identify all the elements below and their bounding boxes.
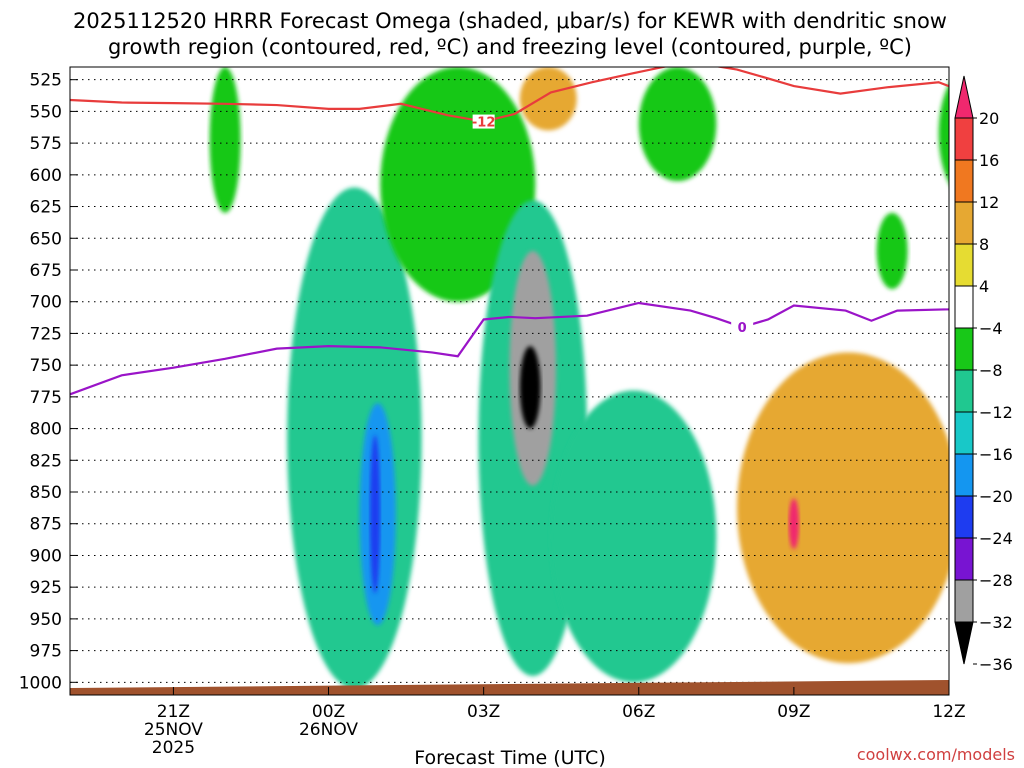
ground-surface: [70, 680, 949, 695]
colorbar-top-arrow: [954, 75, 974, 119]
y-tick-label-650: 650: [30, 229, 62, 249]
x-axis-title: Forecast Time (UTC): [414, 747, 605, 768]
omega-region-1: [209, 67, 241, 213]
colorbar-label-6: −8: [979, 361, 1003, 380]
y-tick-label-675: 675: [30, 261, 62, 281]
y-tick-label-875: 875: [30, 515, 62, 535]
y-tick-label-975: 975: [30, 642, 62, 662]
pressure-axis: 525 550 575 600 625 650 675 700 725 750 775 800 825 8…: [19, 71, 78, 693]
y-tick-label-625: 625: [30, 198, 62, 218]
colorbar-segment-7: [954, 369, 974, 413]
colorbar-segment-1: [954, 117, 974, 161]
colorbar-segment-6: [954, 327, 974, 371]
colorbar-segment-4: [954, 243, 974, 287]
plot-frame: [69, 66, 950, 696]
omega-region-11: [638, 67, 717, 182]
colorbar-label-4: 4: [979, 277, 989, 296]
colorbar-label-9: −20: [979, 487, 1013, 506]
omega-region-14: [876, 212, 908, 290]
colorbar-label-3: 8: [979, 235, 989, 254]
colorbar-label-0: 20: [979, 109, 999, 128]
y-tick-label-900: 900: [30, 546, 62, 566]
x-tick-label-4-0: 09Z: [777, 702, 810, 722]
colorbar-label-8: −16: [979, 445, 1013, 464]
y-tick-label-725: 725: [30, 324, 62, 344]
contour-label-2: 0: [738, 321, 747, 336]
colorbar-segment-8: [954, 411, 974, 455]
omega-region-10: [550, 390, 717, 683]
omega-region-13: [788, 498, 800, 550]
contour-label-bg-1: [472, 114, 495, 129]
contour-label-1: -12: [472, 116, 496, 131]
colorbar-label-10: −24: [979, 529, 1013, 548]
omega-region-15: [938, 83, 949, 184]
colorbar-label-11: −28: [979, 571, 1013, 590]
y-tick-label-525: 525: [30, 71, 62, 91]
x-tick-label-3-0: 06Z: [622, 702, 655, 722]
y-tick-label-700: 700: [30, 293, 62, 313]
y-tick-label-825: 825: [30, 451, 62, 471]
chart-title-line-2: growth region (contoured, red, ºC) and f…: [108, 35, 912, 59]
colorbar-bottom-arrow: [954, 621, 974, 665]
colorbar-segment-10: [954, 495, 974, 539]
y-tick-label-800: 800: [30, 420, 62, 440]
omega-region-12: [737, 352, 949, 664]
y-tick-label-950: 950: [30, 610, 62, 630]
credit-text: coolwx.com/models: [857, 745, 1015, 764]
x-tick-label-0-1: 25NOV: [144, 720, 203, 740]
colorbar-label-2: 12: [979, 193, 999, 212]
colorbar-segment-5: [954, 285, 974, 329]
omega-region-8: [519, 346, 541, 429]
x-tick-label-1-0: 00Z: [312, 702, 345, 722]
x-tick-label-5-0: 12Z: [932, 702, 965, 722]
y-tick-label-600: 600: [30, 166, 62, 186]
x-tick-label-0-2: 2025: [152, 738, 195, 758]
y-tick-label-925: 925: [30, 578, 62, 598]
contour-line-1: [70, 67, 949, 123]
colorbar-segment-9: [954, 453, 974, 497]
y-tick-label-575: 575: [30, 134, 62, 154]
colorbar-label-5: −4: [979, 319, 1003, 338]
colorbar-segment-12: [954, 579, 974, 623]
y-tick-label-750: 750: [30, 356, 62, 376]
colorbar-segment-2: [954, 159, 974, 203]
colorbar-segment-11: [954, 537, 974, 581]
colorbar-label-12: −32: [979, 613, 1013, 632]
colorbar-segment-3: [954, 201, 974, 245]
colorbar-label-1: 16: [979, 151, 999, 170]
omega-region-5: [380, 67, 536, 302]
colorbar-label-7: −12: [979, 403, 1013, 422]
y-tick-label-775: 775: [30, 388, 62, 408]
contour-line-2: [70, 301, 949, 396]
colorbar-label-13: −36: [979, 655, 1013, 674]
temperature-contours: -12 0: [70, 67, 949, 396]
colorbar: 20 16 12 8 4 −4 −8 −12 −16 −20 −24 −28 −32 −36: [954, 75, 1013, 674]
y-tick-label-1000: 1000: [19, 673, 62, 693]
contour-label-bg-2: [731, 320, 754, 335]
chart-title-line-1: 2025112520 HRRR Forecast Omega (shaded, …: [73, 9, 947, 33]
omega-shading: [209, 67, 949, 689]
x-tick-label-0-0: 21Z: [157, 702, 190, 722]
pressure-gridlines: [70, 79, 949, 683]
x-tick-label-2-0: 03Z: [467, 702, 500, 722]
y-tick-label-550: 550: [30, 102, 62, 122]
omega-region-4: [369, 434, 381, 594]
x-tick-label-1-1: 26NOV: [299, 720, 358, 740]
y-tick-label-850: 850: [30, 483, 62, 503]
omega-region-9: [519, 67, 577, 131]
